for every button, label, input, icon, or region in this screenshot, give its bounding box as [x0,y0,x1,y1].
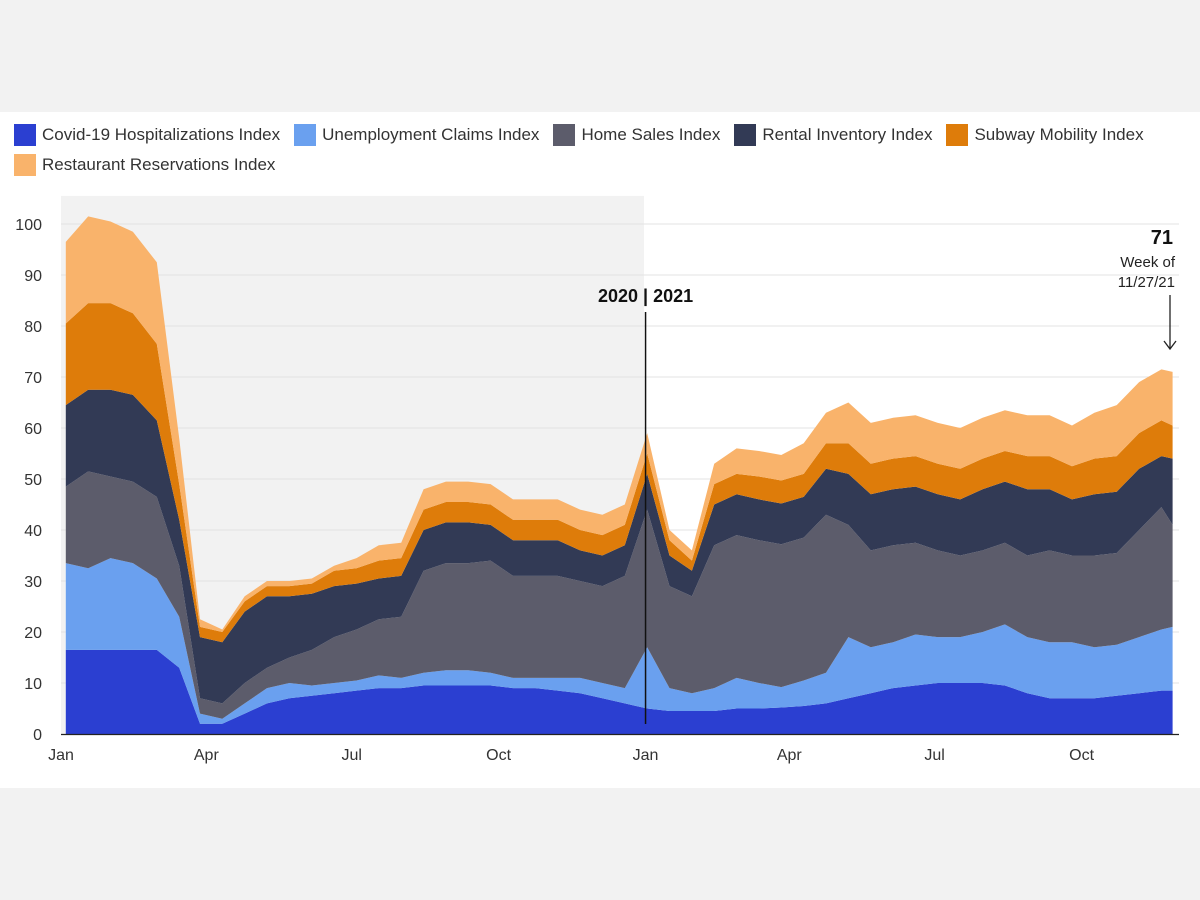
area-series-1 [65,649,1173,734]
legend-item: Covid-19 Hospitalizations Index [14,124,280,146]
area-series-5 [65,303,1173,643]
year-divider-label: 2020 | 2021 [598,286,693,306]
legend-swatch [14,154,36,176]
area-series-4 [65,389,1173,704]
x-tick-label: Jul [924,747,944,764]
legend-item: Restaurant Reservations Index [14,154,275,176]
area-series-3 [65,471,1173,719]
y-tick-label: 30 [24,574,42,591]
x-tick-label: Apr [777,747,803,764]
y-tick-label: 100 [15,217,42,234]
x-tick-label: Jul [341,747,361,764]
legend-label: Unemployment Claims Index [322,125,540,144]
x-tick-label: Apr [194,747,220,764]
y-tick-label: 20 [24,625,42,642]
legend-swatch [553,124,576,146]
legend-swatch [734,124,757,146]
y-tick-label: 0 [33,727,42,744]
y-tick-label: 40 [24,523,42,540]
y-tick-label: 60 [24,421,42,438]
annotation-value: 71 [1151,227,1173,249]
stacked-area-chart: 0 10 20 30 40 50 60 70 80 90 100 Jan Apr Jul Oct Jan Apr… [15,195,1179,764]
legend-label: Subway Mobility Index [974,125,1144,144]
legend-swatch [946,124,969,146]
legend-item: Home Sales Index [553,124,720,146]
annotation-text-line2: 11/27/21 [1118,274,1175,291]
x-tick-label: Oct [1069,747,1094,764]
y-tick-label: 80 [24,319,42,336]
annotation-text-line1: Week of [1120,254,1176,271]
x-tick-label: Jan [633,747,659,764]
legend-item: Rental Inventory Index [734,124,932,146]
y-tick-label: 70 [24,370,42,387]
annotation-arrow-head [1163,340,1177,351]
legend-label: Covid-19 Hospitalizations Index [42,125,281,144]
x-tick-label: Oct [486,747,511,764]
y-tick-label: 50 [24,472,42,489]
y-tick-label: 90 [24,268,42,285]
legend-swatch [294,124,317,146]
y-tick-label: 10 [24,676,42,693]
legend-item: Unemployment Claims Index [294,124,539,146]
legend-swatch [14,124,36,146]
x-tick-label: Jan [48,747,74,764]
legend-item: Subway Mobility Index [946,124,1144,146]
legend-label: Restaurant Reservations Index [42,155,276,174]
chart-card: 0 10 20 30 40 50 60 70 80 90 100 Jan Apr Jul Oct Jan Apr… [0,112,1200,788]
area-series-2 [65,558,1173,724]
legend: Covid-19 Hospitalizations Index Unemploym… [14,124,1184,176]
legend-label: Rental Inventory Index [762,125,933,144]
legend-label: Home Sales Index [581,125,721,144]
